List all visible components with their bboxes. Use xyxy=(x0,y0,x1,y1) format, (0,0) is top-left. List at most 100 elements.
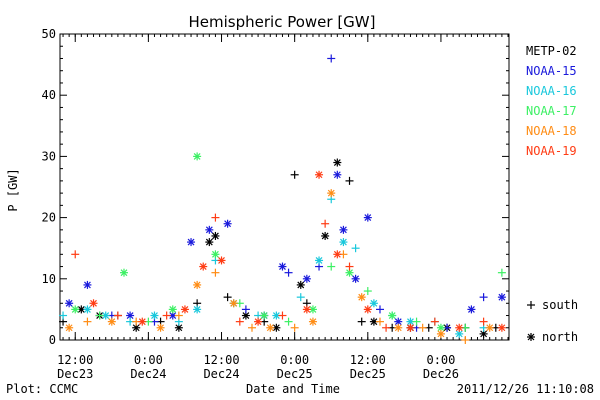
data-point xyxy=(363,213,372,222)
data-point xyxy=(211,231,220,240)
data-point xyxy=(333,158,342,167)
data-point xyxy=(199,262,208,271)
data-point xyxy=(430,317,439,326)
data-point xyxy=(302,305,311,314)
data-point xyxy=(254,317,263,326)
data-point xyxy=(363,287,372,296)
data-point xyxy=(229,299,238,308)
data-point xyxy=(327,54,336,63)
data-point xyxy=(461,336,470,344)
y-axis-ticks: 0 10 20 30 40 50 xyxy=(42,27,509,347)
x-tick-time-label: 0:00 xyxy=(134,353,163,367)
data-point xyxy=(113,311,122,320)
data-point xyxy=(339,225,348,234)
y-axis-label: P [GW] xyxy=(6,168,20,211)
data-point xyxy=(357,293,366,302)
north-marker-label: north xyxy=(542,330,578,344)
x-tick-date-label: Dec24 xyxy=(203,367,239,381)
data-point xyxy=(315,256,324,265)
legend-entry: NOAA-19 xyxy=(526,144,577,158)
y-tick-label: 10 xyxy=(42,272,56,286)
series-metp-02 xyxy=(59,158,500,338)
data-point xyxy=(485,323,494,332)
y-tick-label: 20 xyxy=(42,211,56,225)
data-point xyxy=(223,219,232,228)
data-point xyxy=(345,176,354,185)
data-point xyxy=(59,311,68,320)
series-noaa-17 xyxy=(71,152,506,332)
data-point xyxy=(89,299,98,308)
data-point xyxy=(65,299,74,308)
data-point xyxy=(71,250,80,259)
data-point xyxy=(187,238,196,247)
data-point xyxy=(260,311,269,320)
data-point xyxy=(497,323,506,332)
data-point xyxy=(211,268,220,277)
data-point xyxy=(296,293,305,302)
data-point xyxy=(138,317,147,326)
x-tick-time-label: 0:00 xyxy=(426,353,455,367)
y-tick-label: 30 xyxy=(42,149,56,163)
data-point xyxy=(95,311,104,320)
south-marker-symbol xyxy=(527,301,535,309)
data-point xyxy=(168,305,177,314)
data-point xyxy=(394,323,403,332)
data-point xyxy=(193,152,202,161)
data-point xyxy=(497,293,506,302)
data-point xyxy=(71,305,80,314)
data-point xyxy=(278,262,287,271)
data-point xyxy=(284,317,293,326)
x-tick-time-label: 12:00 xyxy=(57,353,93,367)
data-point xyxy=(321,219,330,228)
data-point xyxy=(235,317,244,326)
data-point xyxy=(241,305,250,314)
plot-credit: Plot: CCMC xyxy=(6,382,78,396)
data-point xyxy=(375,305,384,314)
data-point xyxy=(156,323,165,332)
data-point xyxy=(150,311,159,320)
data-point xyxy=(479,293,488,302)
series-noaa-16 xyxy=(59,195,488,338)
data-point xyxy=(333,170,342,179)
data-point xyxy=(174,311,183,320)
series-noaa-15 xyxy=(65,54,506,332)
series-noaa-19 xyxy=(71,170,506,332)
data-point xyxy=(467,305,476,314)
data-point xyxy=(412,317,421,326)
data-point xyxy=(83,305,92,314)
legend-entry: METP-02 xyxy=(526,44,577,58)
data-point xyxy=(406,323,415,332)
data-point xyxy=(339,238,348,247)
plot-frame xyxy=(59,33,510,341)
chart-title: Hemispheric Power [GW] xyxy=(189,13,376,31)
data-point xyxy=(327,189,336,198)
data-point xyxy=(162,311,171,320)
data-point xyxy=(375,317,384,326)
data-point xyxy=(205,238,214,247)
data-point xyxy=(345,262,354,271)
data-point xyxy=(205,225,214,234)
data-point xyxy=(418,323,427,332)
data-point xyxy=(65,323,74,332)
data-point xyxy=(107,317,116,326)
data-point xyxy=(290,170,299,179)
data-point xyxy=(211,213,220,222)
data-point xyxy=(278,311,287,320)
data-point xyxy=(497,268,506,277)
data-point xyxy=(369,299,378,308)
y-tick-label: 50 xyxy=(42,27,56,41)
data-point xyxy=(296,280,305,289)
y-tick-label: 0 xyxy=(49,333,56,347)
data-point xyxy=(388,311,397,320)
data-point xyxy=(180,305,189,314)
legend-entry: NOAA-18 xyxy=(526,124,577,138)
data-point xyxy=(363,305,372,314)
data-point xyxy=(83,280,92,289)
north-marker-symbol xyxy=(527,333,535,341)
legend-entry: NOAA-15 xyxy=(526,64,577,78)
data-point xyxy=(119,268,128,277)
data-point xyxy=(193,305,202,314)
data-point xyxy=(327,262,336,271)
data-point xyxy=(266,323,275,332)
